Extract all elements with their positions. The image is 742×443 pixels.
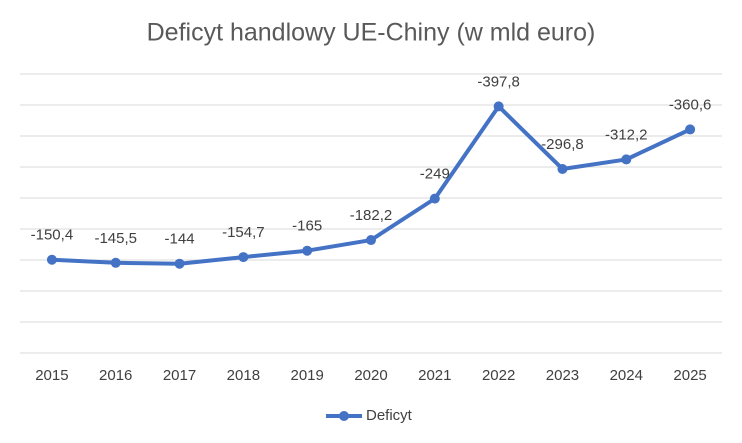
data-label: -150,4 (31, 227, 74, 244)
x-tick-label: 2022 (482, 367, 515, 384)
x-tick-label: 2015 (35, 367, 68, 384)
data-point (238, 252, 249, 263)
data-label: -312,2 (605, 126, 648, 143)
data-label: -296,8 (541, 136, 584, 153)
data-label: -249 (420, 166, 450, 183)
x-tick-label: 2018 (227, 367, 260, 384)
legend-label: Deficyt (366, 407, 413, 424)
x-tick-label: 2023 (546, 367, 579, 384)
chart-title: Deficyt handlowy UE-Chiny (w mld euro) (147, 19, 596, 47)
data-point (557, 163, 568, 174)
data-point (46, 254, 57, 265)
x-tick-label: 2016 (99, 367, 132, 384)
data-point (174, 258, 185, 269)
x-tick-label: 2020 (354, 367, 387, 384)
data-point (366, 235, 376, 246)
data-point (302, 245, 313, 256)
x-tick-label: 2021 (418, 367, 451, 384)
data-point (685, 124, 696, 135)
data-point (429, 193, 440, 204)
data-label: -165 (292, 218, 322, 235)
x-tick-label: 2025 (673, 367, 706, 384)
data-label: -360,6 (669, 96, 712, 113)
data-point (621, 154, 632, 165)
data-point (493, 101, 504, 112)
x-tick-label: 2024 (610, 367, 643, 384)
data-label: -397,8 (477, 73, 520, 90)
legend-marker (339, 411, 349, 421)
x-tick-label: 2017 (163, 367, 196, 384)
data-label: -182,2 (350, 207, 393, 224)
data-label: -145,5 (94, 230, 137, 247)
data-label: -144 (165, 231, 195, 248)
x-tick-label: 2019 (290, 367, 323, 384)
data-point (110, 257, 121, 268)
data-label: -154,7 (222, 224, 265, 241)
